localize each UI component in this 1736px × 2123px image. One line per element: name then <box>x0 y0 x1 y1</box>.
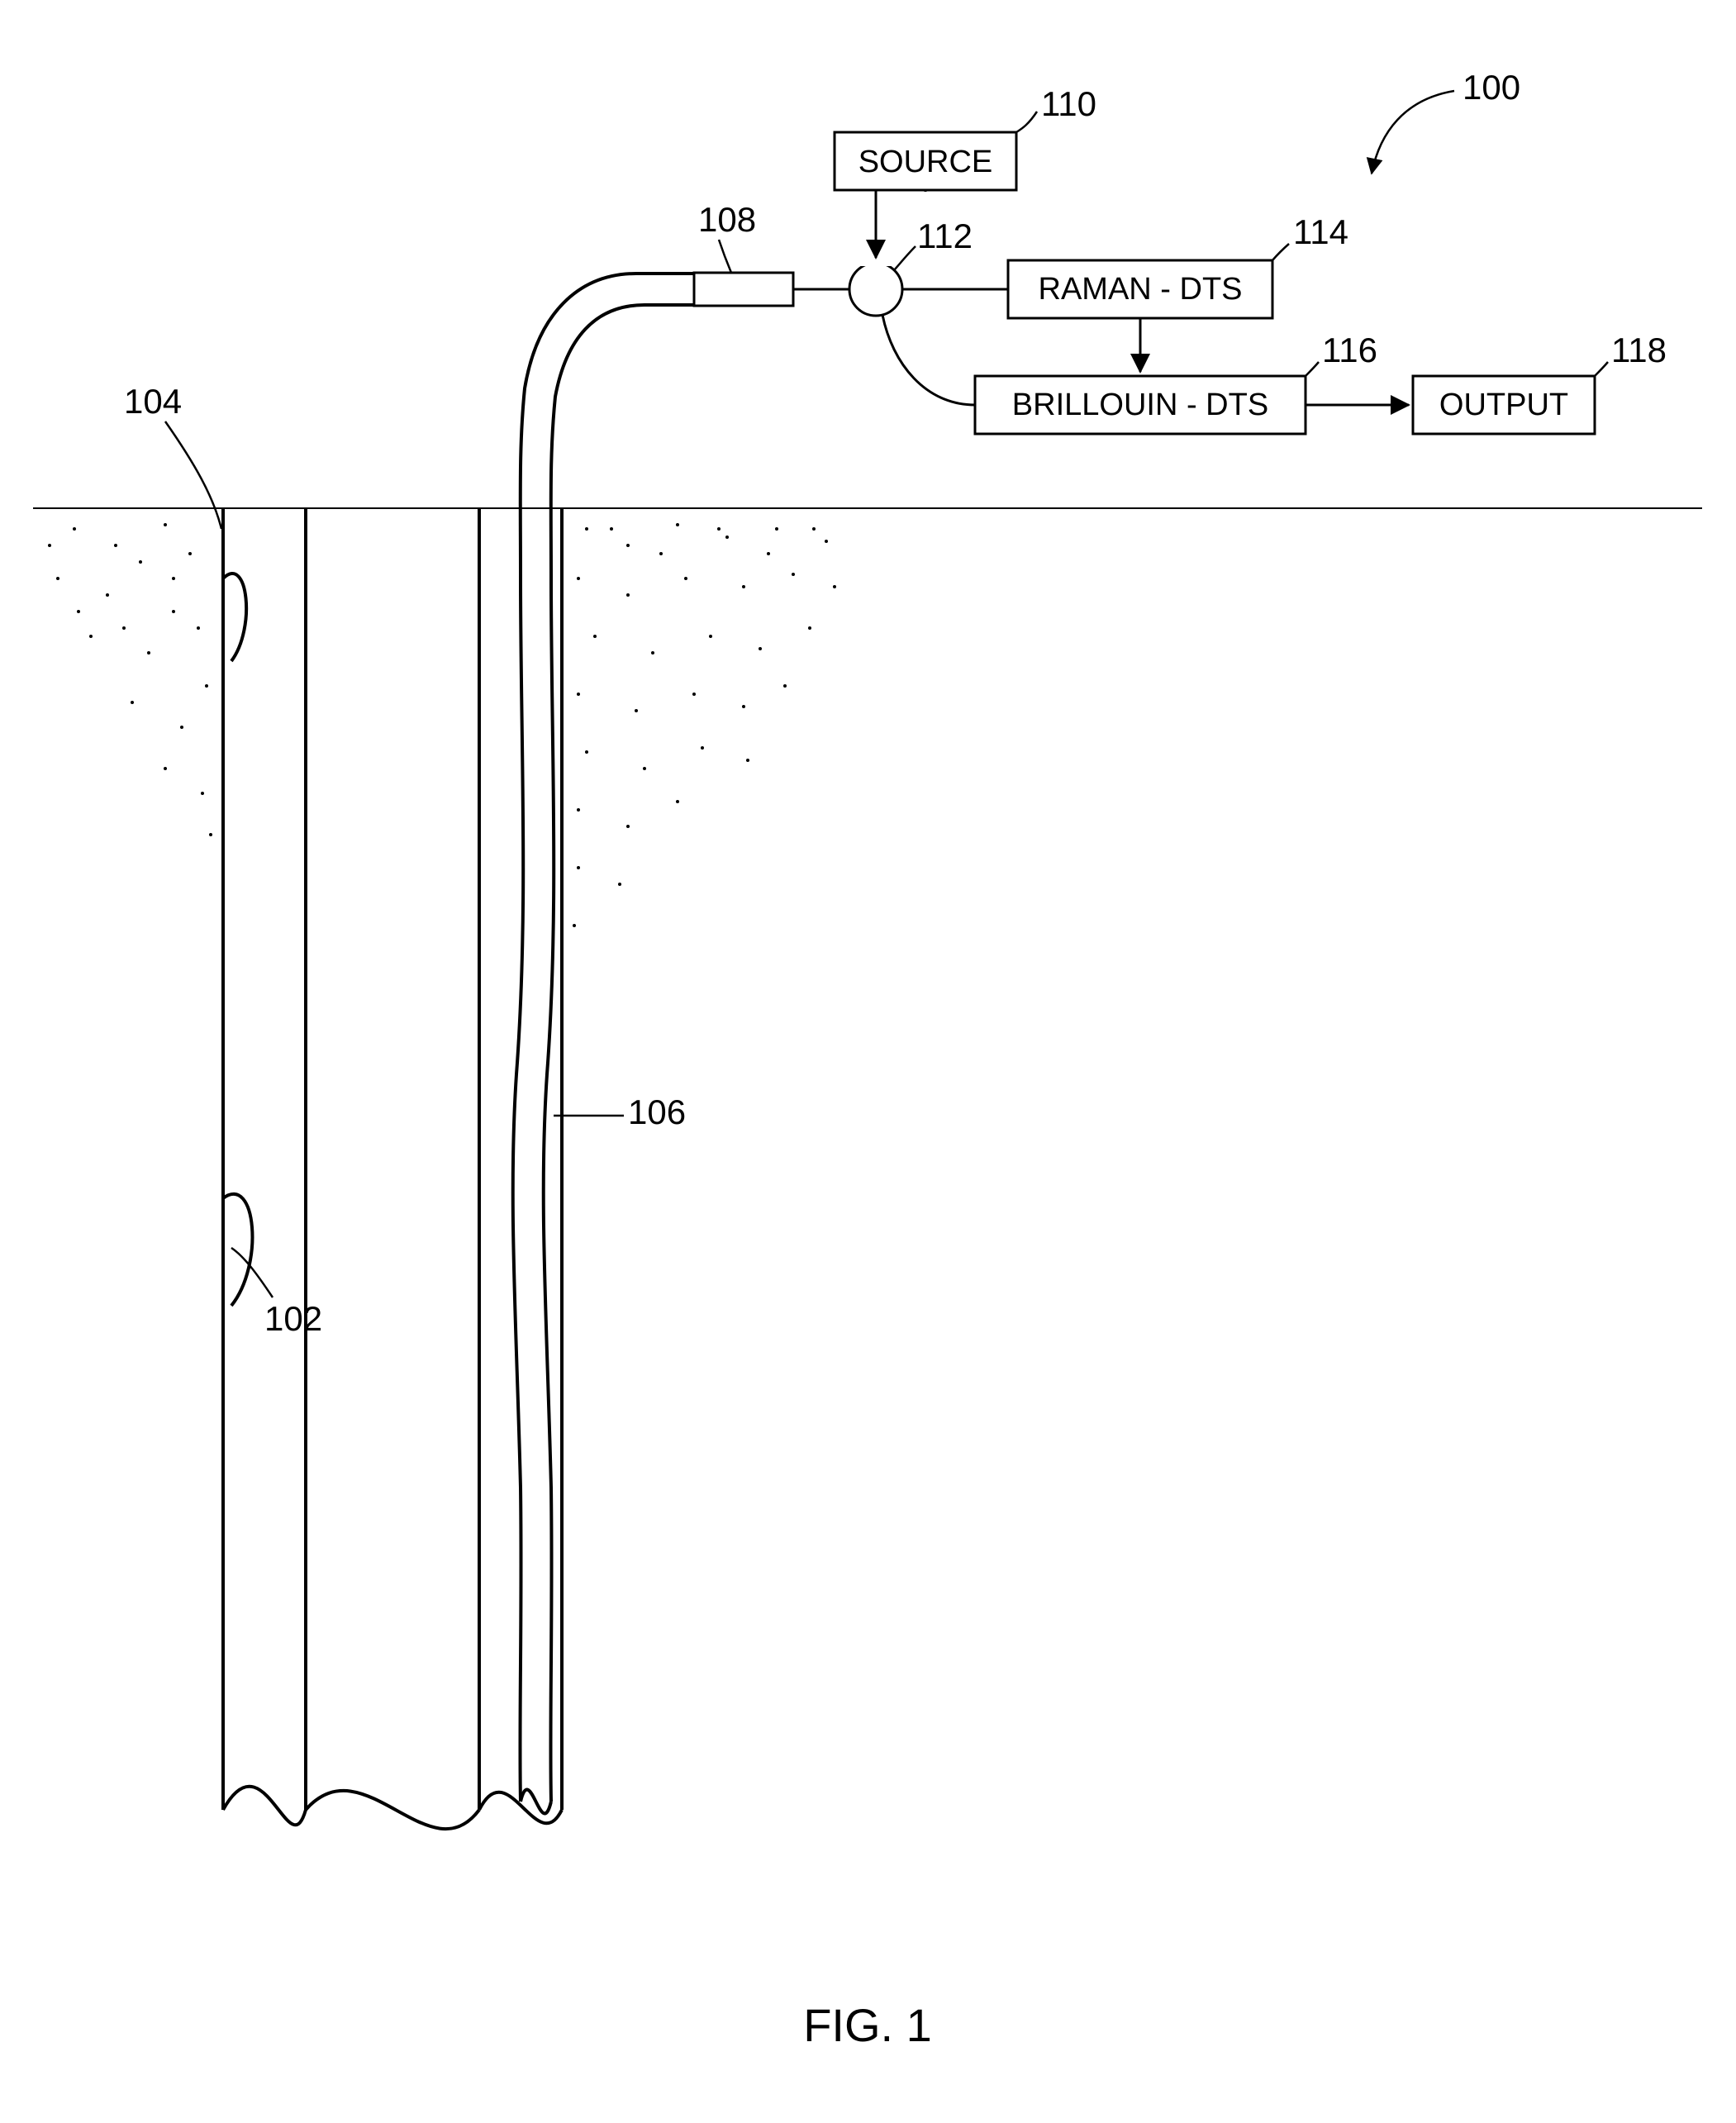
raman-label: RAMAN - DTS <box>1039 272 1243 307</box>
ref-118: 118 <box>1611 331 1667 369</box>
ref-104: 104 <box>124 382 182 421</box>
ref-114-leader <box>1272 244 1289 260</box>
ref-116-leader <box>1306 362 1319 376</box>
output-label: OUTPUT <box>1439 388 1568 422</box>
circ-to-brillouin <box>882 315 975 405</box>
brillouin-label: BRILLOUIN - DTS <box>1012 388 1268 422</box>
ref-118-leader <box>1595 362 1608 376</box>
ref-104-leader <box>165 421 221 529</box>
fiber-outer-b <box>544 305 694 1802</box>
fiber-outer-a <box>513 274 694 1802</box>
soil-stipple-left <box>48 523 212 836</box>
ref-114: 114 <box>1293 212 1348 251</box>
soil-stipple-right <box>573 523 836 927</box>
ref-100: 100 <box>1463 68 1520 107</box>
ref-108-leader <box>719 240 731 273</box>
break-outer <box>223 1787 306 1825</box>
ref-100-arrow <box>1372 91 1454 174</box>
source-label: SOURCE <box>858 145 993 179</box>
wall-curve-upper <box>223 574 246 661</box>
figure-label: FIG. 1 <box>803 1999 932 2051</box>
ref-106: 106 <box>628 1092 686 1131</box>
ref-116: 116 <box>1322 331 1377 369</box>
circulator <box>849 263 902 316</box>
ref-108: 108 <box>698 200 756 239</box>
ref-112: 112 <box>917 217 973 255</box>
ref-110-leader <box>1016 112 1037 132</box>
ref-110: 110 <box>1041 84 1096 123</box>
surface-connector <box>694 273 793 306</box>
figure-svg: SOURCE RAMAN - DTS BRILLOUIN - DTS OUTPU… <box>0 0 1736 2123</box>
ref-102: 102 <box>264 1299 322 1338</box>
break-gap1 <box>306 1791 479 1829</box>
wall-curve-lower <box>223 1194 252 1306</box>
